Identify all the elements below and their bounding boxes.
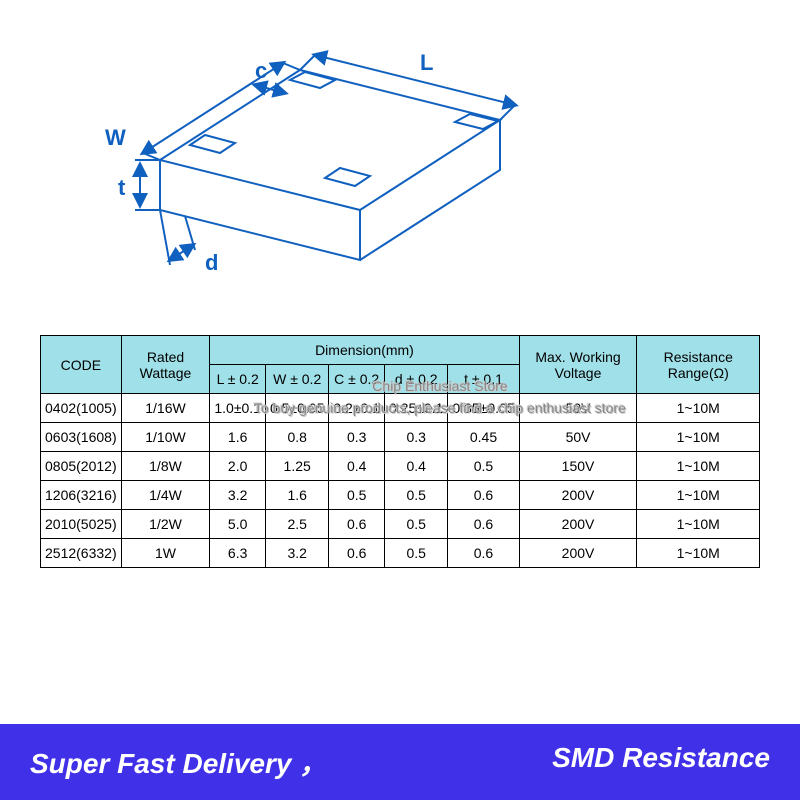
col-dim-t: t ± 0.1 — [448, 365, 519, 394]
table-cell: 0.3 — [384, 423, 447, 452]
table-cell: 0.6 — [329, 510, 385, 539]
table-cell: 1.0±0.1 — [210, 394, 266, 423]
table-cell: 200V — [519, 539, 637, 568]
table-cell: 1.6 — [265, 481, 328, 510]
table-cell: 2010(5025) — [41, 510, 122, 539]
col-dim-C: C ± 0.2 — [329, 365, 385, 394]
table-cell: 0.5±0.05 — [265, 394, 328, 423]
table-cell: 1206(3216) — [41, 481, 122, 510]
table-cell: 1~10M — [637, 452, 760, 481]
table-cell: 1W — [121, 539, 210, 568]
table-cell: 1/16W — [121, 394, 210, 423]
footer-left: Super Fast Delivery ， — [30, 742, 327, 782]
footer-banner: Super Fast Delivery ， SMD Resistance — [0, 724, 800, 800]
table-cell: 200V — [519, 510, 637, 539]
label-W: W — [105, 125, 126, 150]
table-cell: 0.5 — [384, 539, 447, 568]
table-cell: 0.6 — [448, 539, 519, 568]
table-row: 1206(3216)1/4W3.21.60.50.50.6200V1~10M — [41, 481, 760, 510]
table-cell: 0.5 — [448, 452, 519, 481]
table-cell: 1/8W — [121, 452, 210, 481]
table-cell: 1~10M — [637, 423, 760, 452]
table-cell: 0.5 — [384, 481, 447, 510]
col-voltage: Max. Working Voltage — [519, 336, 637, 394]
table-cell: 0603(1608) — [41, 423, 122, 452]
col-dimension: Dimension(mm) — [210, 336, 519, 365]
label-d: d — [205, 250, 218, 275]
table-cell: 0.5 — [329, 481, 385, 510]
table-cell: 0.6 — [329, 539, 385, 568]
table-cell: 1.6 — [210, 423, 266, 452]
table-cell: 0.2±0.1 — [329, 394, 385, 423]
table-cell: 0.4 — [384, 452, 447, 481]
table-cell: 0.25±0.1 — [384, 394, 447, 423]
table-cell: 2.5 — [265, 510, 328, 539]
table-cell: 1/4W — [121, 481, 210, 510]
table-cell: 0.8 — [265, 423, 328, 452]
col-dim-d: d ± 0.2 — [384, 365, 447, 394]
col-dim-W: W ± 0.2 — [265, 365, 328, 394]
resistor-diagram: L W c t d — [40, 30, 540, 310]
table-cell: 0.6 — [448, 510, 519, 539]
table-cell: 0805(2012) — [41, 452, 122, 481]
table-cell: 6.3 — [210, 539, 266, 568]
label-L: L — [420, 50, 433, 75]
col-code: CODE — [41, 336, 122, 394]
table-cell: 0.5 — [384, 510, 447, 539]
table-cell: 50V — [519, 423, 637, 452]
table-cell: 3.2 — [265, 539, 328, 568]
table-cell: 3.2 — [210, 481, 266, 510]
table-cell: 0.35±0.05 — [448, 394, 519, 423]
table-cell: 150V — [519, 452, 637, 481]
col-wattage: Rated Wattage — [121, 336, 210, 394]
table-cell: 0.45 — [448, 423, 519, 452]
col-dim-L: L ± 0.2 — [210, 365, 266, 394]
label-t: t — [118, 175, 126, 200]
table-cell: 2.0 — [210, 452, 266, 481]
table-cell: 1~10M — [637, 539, 760, 568]
table-row: 0603(1608)1/10W1.60.80.30.30.4550V1~10M — [41, 423, 760, 452]
table-row: 2010(5025)1/2W5.02.50.60.50.6200V1~10M — [41, 510, 760, 539]
col-range: Resistance Range(Ω) — [637, 336, 760, 394]
label-c: c — [255, 58, 267, 83]
table-cell: 1~10M — [637, 394, 760, 423]
table-cell: 0402(1005) — [41, 394, 122, 423]
table-cell: 200V — [519, 481, 637, 510]
table-cell: 0.6 — [448, 481, 519, 510]
table-row: 2512(6332)1W6.33.20.60.50.6200V1~10M — [41, 539, 760, 568]
table-row: 0402(1005)1/16W1.0±0.10.5±0.050.2±0.10.2… — [41, 394, 760, 423]
table-row: 0805(2012)1/8W2.01.250.40.40.5150V1~10M — [41, 452, 760, 481]
table-cell: 0.3 — [329, 423, 385, 452]
spec-table: CODE Rated Wattage Dimension(mm) Max. Wo… — [40, 335, 760, 568]
table-cell: 1~10M — [637, 510, 760, 539]
table-cell: 1/2W — [121, 510, 210, 539]
table-cell: 2512(6332) — [41, 539, 122, 568]
table-cell: 1.25 — [265, 452, 328, 481]
table-cell: 1/10W — [121, 423, 210, 452]
table-cell: 1~10M — [637, 481, 760, 510]
footer-right: SMD Resistance — [552, 742, 770, 782]
table-cell: 0.4 — [329, 452, 385, 481]
table-cell: 5.0 — [210, 510, 266, 539]
table-cell: 50V — [519, 394, 637, 423]
